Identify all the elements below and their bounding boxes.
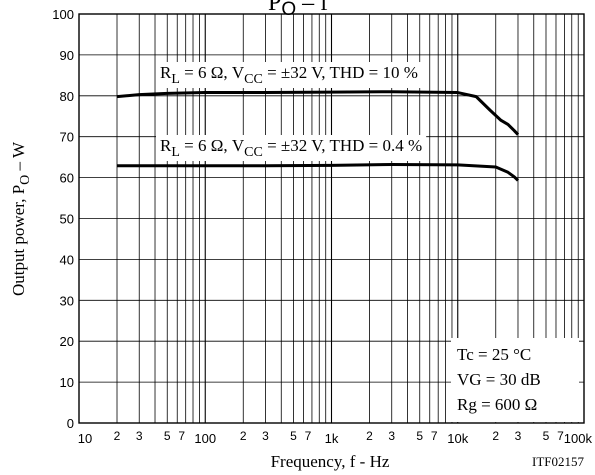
x-tick-label: 100 xyxy=(194,431,216,446)
y-tick-label: 40 xyxy=(60,252,74,267)
y-axis-label: Output power, PO – W xyxy=(9,141,33,296)
y-tick-label: 100 xyxy=(52,7,74,22)
x-tick-label: 100k xyxy=(564,431,593,446)
series-line-1 xyxy=(116,90,520,136)
series-lines xyxy=(116,90,520,182)
x-minor-tick-label: 2 xyxy=(366,429,373,443)
x-minor-tick-label: 5 xyxy=(416,429,423,443)
x-minor-tick-label: 5 xyxy=(290,429,297,443)
svg-text:RL = 6 Ω, VCC = ±32 V, THD = 1: RL = 6 Ω, VCC = ±32 V, THD = 10 % xyxy=(160,63,418,87)
conditions-box: Tc = 25 °C VG = 30 dB Rg = 600 Ω xyxy=(451,338,579,422)
x-minor-tick-label: 7 xyxy=(178,429,185,443)
condition-text: VG = 30 dB xyxy=(457,370,541,389)
y-tick-label: 70 xyxy=(60,130,74,145)
conditions-backdrop xyxy=(451,338,579,422)
x-axis-label: Frequency, f - Hz xyxy=(271,452,390,471)
x-minor-tick-label: 2 xyxy=(240,429,247,443)
x-tick-label: 1k xyxy=(325,431,339,446)
x-minor-tick-label: 3 xyxy=(136,429,143,443)
x-minor-tick-label: 2 xyxy=(492,429,499,443)
x-minor-tick-label: 7 xyxy=(305,429,312,443)
x-minor-tick-label: 7 xyxy=(557,429,564,443)
y-tick-label: 0 xyxy=(67,416,74,431)
y-tick-label: 20 xyxy=(60,334,74,349)
y-tick-label: 90 xyxy=(60,48,74,63)
x-minor-tick-label: 7 xyxy=(431,429,438,443)
x-minor-tick-label: 5 xyxy=(543,429,550,443)
series-label-backdrop xyxy=(156,62,422,88)
x-minor-tick-label: 2 xyxy=(114,429,121,443)
series-label-2: RL = 6 Ω, VCC = ±32 V, THD = 0.4 % xyxy=(156,135,427,161)
svg-text:RL = 6 Ω, VCC = ±32 V, THD = 0: RL = 6 Ω, VCC = ±32 V, THD = 0.4 % xyxy=(160,136,422,160)
plot-frame xyxy=(78,13,585,424)
chart-title: PO – f xyxy=(268,0,328,20)
y-tick-label: 30 xyxy=(60,293,74,308)
y-tick-label: 80 xyxy=(60,89,74,104)
x-minor-tick-label: 3 xyxy=(515,429,522,443)
x-tick-label: 10k xyxy=(447,431,468,446)
condition-text: Tc = 25 °C xyxy=(457,345,531,364)
y-tick-label: 10 xyxy=(60,375,74,390)
figure-code: ITF02157 xyxy=(532,454,585,469)
condition-text: Rg = 600 Ω xyxy=(457,395,537,414)
svg-text:PO – f: PO – f xyxy=(268,0,328,20)
series-label-1: RL = 6 Ω, VCC = ±32 V, THD = 10 % xyxy=(156,62,422,88)
series-line-2 xyxy=(117,163,520,182)
x-tick-label: 10 xyxy=(78,431,92,446)
series-label-backdrop xyxy=(156,135,427,161)
y-tick-label: 50 xyxy=(60,212,74,227)
y-tick-label: 60 xyxy=(60,171,74,186)
x-minor-tick-label: 3 xyxy=(262,429,269,443)
x-minor-tick-label: 3 xyxy=(388,429,395,443)
x-minor-tick-label: 5 xyxy=(164,429,171,443)
